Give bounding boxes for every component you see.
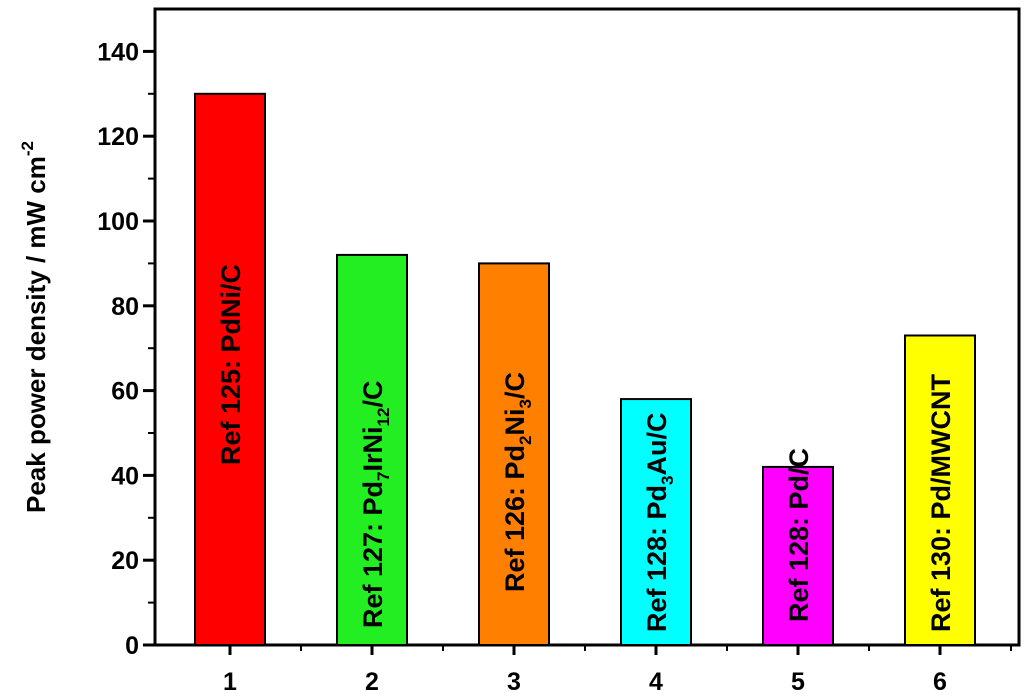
bar-label-part: Ref 126: Pd	[500, 445, 530, 592]
y-tick-label: 0	[125, 632, 139, 660]
bar-label: Ref 130: Pd/MWCNT	[926, 373, 956, 632]
y-label-sup: -2	[18, 141, 37, 156]
plot-frame	[153, 7, 1021, 647]
bar-label-part: Ref 127: Pd	[358, 481, 388, 628]
bar-label-part: /C	[500, 372, 530, 399]
y-tick-label: 120	[97, 123, 139, 151]
y-label-part: Peak power density / mW cm	[21, 156, 51, 513]
x-tick-label: 5	[791, 668, 805, 696]
bar-label: Ref 128: Pd3Au/C	[642, 412, 677, 632]
bar-label-part: /C	[358, 381, 388, 408]
bar-label: Ref 125: PdNi/C	[216, 264, 246, 465]
bar-label-part: Ref 128: Pd/C	[784, 448, 814, 622]
bar-label-sub: 12	[374, 408, 393, 427]
bar-label-part: Ref 125: PdNi/C	[216, 264, 246, 465]
bar-label-part: Ni	[500, 408, 530, 435]
y-tick-label: 140	[97, 38, 139, 66]
y-tick-label: 60	[111, 378, 139, 406]
bar	[336, 253, 408, 646]
bar-label: Ref 127: Pd7IrNi12/C	[358, 381, 393, 628]
x-tick-label: 6	[933, 668, 947, 696]
bar-label-part: IrNi	[358, 426, 388, 471]
bar-label: Ref 128: Pd/C	[784, 448, 814, 622]
bar-label-part: Ref 128: Pd	[642, 485, 672, 632]
y-tick-label: 20	[111, 547, 139, 575]
bar-label-part: Au/C	[642, 412, 672, 475]
bar-label-sub: 3	[516, 399, 535, 408]
bar	[904, 334, 976, 646]
y-tick-label: 100	[97, 208, 139, 236]
x-tick-label: 3	[507, 668, 521, 696]
y-axis-label: Peak power density / mW cm-2	[18, 141, 51, 513]
bar-label-sub: 3	[658, 475, 677, 484]
bar-label-sub: 7	[374, 471, 393, 480]
bar-label-sub: 2	[516, 435, 535, 444]
bar	[194, 92, 266, 647]
bar	[620, 398, 692, 646]
x-tick-label: 2	[365, 668, 379, 696]
y-tick-label: 40	[111, 462, 139, 490]
x-tick-label: 4	[649, 668, 663, 696]
y-tick-label: 80	[111, 293, 139, 321]
bar-label: Ref 126: Pd2Ni3/C	[500, 372, 535, 592]
x-tick-label: 1	[223, 668, 237, 696]
bar	[762, 465, 834, 647]
bar-label-part: Ref 130: Pd/MWCNT	[926, 373, 956, 632]
bar	[478, 262, 550, 646]
